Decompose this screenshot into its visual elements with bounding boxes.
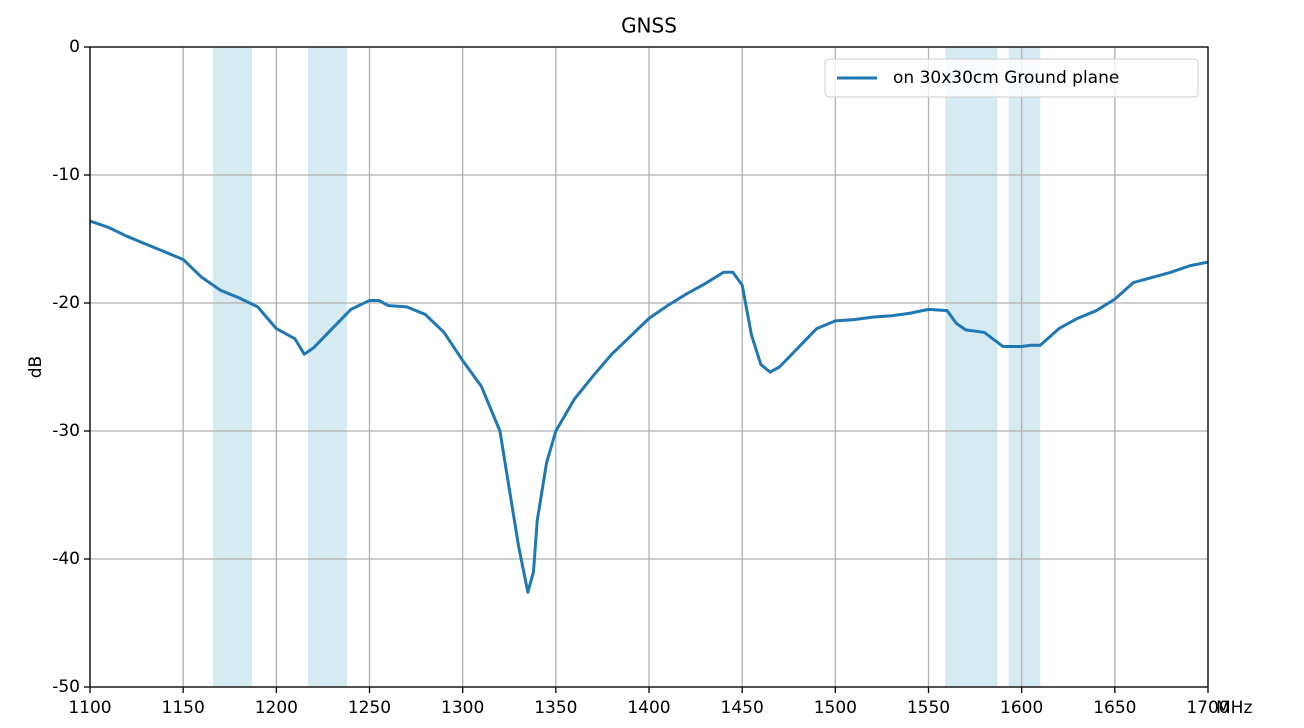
- chart-title: GNSS: [621, 14, 677, 38]
- y-tick-label: -40: [52, 549, 80, 569]
- line-series: [89, 219, 1209, 594]
- x-tick-label: 1100: [68, 698, 111, 718]
- x-tick-label: 1450: [721, 698, 764, 718]
- legend-box: [824, 58, 1199, 98]
- x-tick-label: 1200: [255, 698, 298, 718]
- y-tick-label: 0: [69, 37, 80, 57]
- y-tick-label: -30: [52, 421, 80, 441]
- y-tick-label: -50: [52, 677, 80, 697]
- plot-frame: [89, 46, 1209, 688]
- band: [1008, 47, 1041, 687]
- x-tick-label: 1350: [534, 698, 577, 718]
- x-tick-label: 1300: [441, 698, 484, 718]
- x-tick-label: 1550: [907, 698, 950, 718]
- x-tick-label: 1250: [348, 698, 391, 718]
- x-tick-label: 1600: [1000, 698, 1043, 718]
- x-tick-label: 1650: [1093, 698, 1136, 718]
- x-tick-label: 1150: [162, 698, 205, 718]
- x-tick-label: 1500: [814, 698, 857, 718]
- y-tick-label: -10: [52, 165, 80, 185]
- band: [212, 47, 253, 687]
- band: [945, 47, 998, 687]
- y-tick-label: -20: [52, 293, 80, 313]
- x-tick-label: 1400: [627, 698, 670, 718]
- y-axis-label: dB: [26, 356, 46, 378]
- x-tick-label: 1700: [1186, 698, 1229, 718]
- band: [308, 47, 348, 687]
- legend-label: on 30x30cm Ground plane: [893, 68, 1119, 88]
- x-axis-label: MHz: [1216, 698, 1252, 718]
